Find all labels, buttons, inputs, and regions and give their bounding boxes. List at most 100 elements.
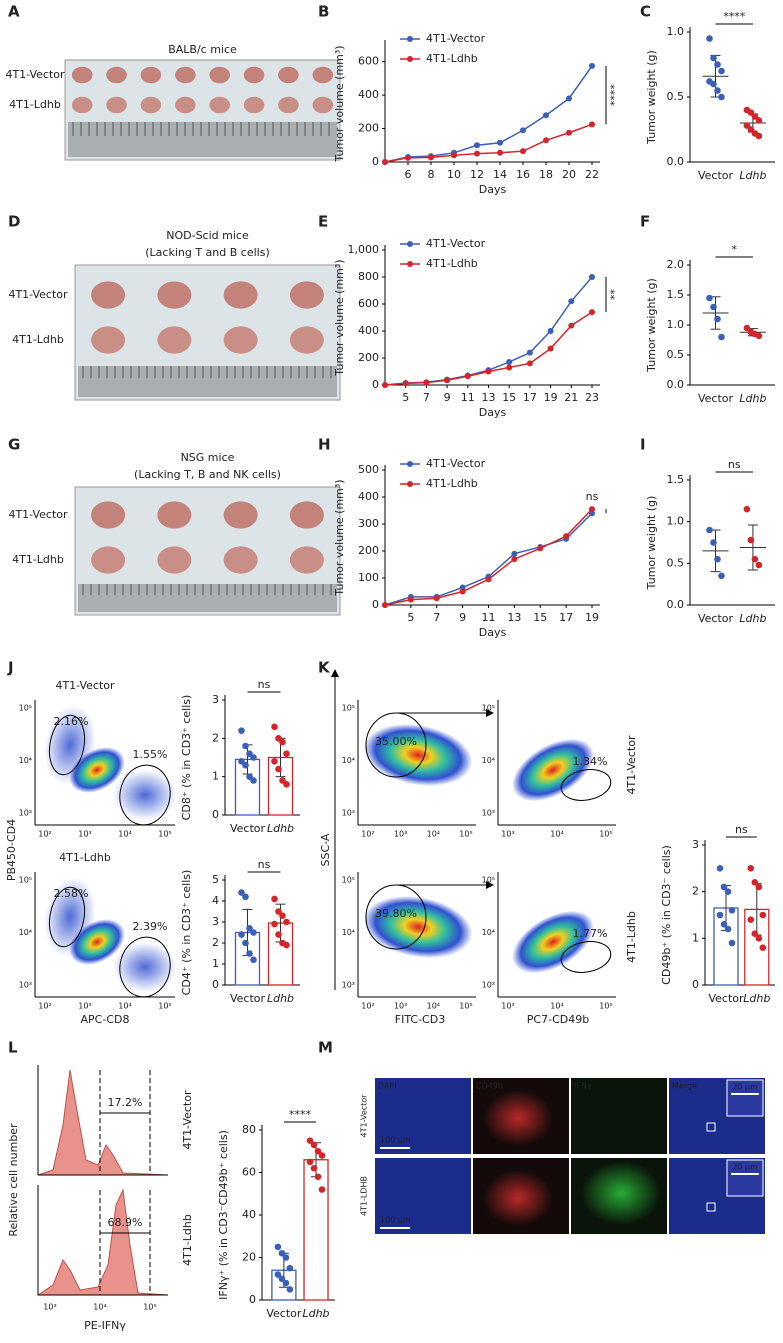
- point: [728, 907, 736, 914]
- micrograph: [571, 1078, 667, 1154]
- flow-tick-label: 10³: [43, 1303, 56, 1312]
- y-tick-label: 200: [358, 122, 379, 135]
- x-tick-label: 13: [482, 391, 496, 404]
- flow-tick-label: 10³: [78, 830, 91, 839]
- panel-letter: I: [640, 436, 646, 454]
- panel-letter: D: [8, 213, 20, 231]
- y-tick-label: 0.0: [667, 378, 685, 391]
- point: [710, 539, 717, 546]
- tumor: [223, 501, 258, 529]
- x-tick-label: Vector: [230, 822, 266, 835]
- point: [706, 294, 713, 302]
- y-axis-label: Tumor weight (g): [645, 278, 658, 373]
- flow-tick-label: 10⁵: [459, 1002, 472, 1011]
- x-tick-label: Ldhb: [267, 822, 294, 835]
- tumor: [140, 66, 162, 84]
- x-tick-label: 21: [564, 391, 578, 404]
- x-tick-label: 16: [516, 168, 530, 181]
- tumor: [106, 96, 127, 114]
- cell-density: [113, 770, 177, 820]
- y-tick-label: 0: [372, 155, 379, 168]
- cell-density: [69, 747, 125, 793]
- legend-label: 4T1-Vector: [426, 457, 486, 470]
- row-label: 4T1-Ldhb: [12, 553, 64, 566]
- legend-marker: [407, 36, 413, 42]
- point: [728, 939, 736, 947]
- point: [589, 62, 595, 69]
- flow-tick-label: 10³: [342, 981, 355, 990]
- x-tick-label: 14: [493, 168, 507, 181]
- flow-tick-label: 10²: [38, 1002, 51, 1011]
- flow-tick-label: 10³: [394, 830, 407, 839]
- y-tick-label: 2: [212, 731, 219, 744]
- x-tick-label: 5: [402, 391, 409, 404]
- point: [755, 883, 763, 891]
- point: [474, 150, 480, 157]
- x-tick-label: 5: [407, 611, 414, 624]
- flow-tick-label: 10⁴: [342, 756, 355, 765]
- flow-tick-label: 10⁵: [599, 830, 612, 839]
- tumor: [209, 96, 230, 114]
- point: [724, 925, 732, 933]
- x-tick-label: Vector: [698, 392, 734, 405]
- y-tick-label: 1: [212, 957, 219, 970]
- point: [250, 777, 257, 784]
- tumor: [243, 96, 265, 114]
- significance: ns: [586, 490, 599, 503]
- point: [444, 377, 451, 384]
- group-label: 4T1-Vector: [55, 679, 115, 692]
- point: [720, 883, 728, 891]
- point: [747, 865, 755, 872]
- flow-tick-label: 10⁵: [143, 1303, 156, 1312]
- gate-percent: 2.16%: [54, 715, 89, 728]
- significance: ****: [608, 84, 621, 107]
- point: [720, 921, 728, 928]
- y-tick-label: 800: [358, 270, 379, 283]
- row-label: 4T1-Ldhb: [9, 98, 61, 111]
- flow-tick-label: 10³: [501, 830, 514, 839]
- point: [474, 142, 480, 149]
- point: [589, 121, 595, 128]
- significance: ****: [723, 10, 746, 23]
- panel-letter: K: [318, 659, 331, 677]
- y-tick-label: 0: [692, 978, 699, 991]
- gate-percent: 68.9%: [108, 1216, 143, 1229]
- tumor: [71, 66, 93, 84]
- panel-letter: A: [8, 3, 20, 21]
- point: [238, 889, 245, 896]
- point: [547, 345, 554, 352]
- tumor: [312, 96, 334, 114]
- cell-density: [363, 723, 473, 787]
- flow-tick-label: 10⁴: [427, 1002, 440, 1011]
- y-tick-label: 80: [242, 1123, 256, 1136]
- point: [714, 87, 721, 94]
- flow-x-label: APC-CD8: [81, 1013, 130, 1026]
- point: [568, 322, 575, 329]
- flow-tick-label: 10⁴: [427, 830, 440, 839]
- point: [759, 944, 767, 951]
- y-tick-label: 0.0: [667, 598, 685, 611]
- point: [759, 911, 767, 919]
- panel-letter: G: [8, 436, 20, 454]
- gate: [48, 886, 86, 948]
- inset: [726, 1079, 764, 1117]
- x-axis-label: Days: [479, 626, 507, 639]
- point: [271, 758, 278, 765]
- panel-letter: J: [7, 659, 14, 677]
- point: [537, 545, 544, 552]
- flow-tick-label: 10³: [19, 809, 32, 818]
- point: [250, 956, 257, 964]
- gate: [560, 941, 612, 973]
- gate-percent: 17.2%: [108, 1096, 143, 1109]
- x-tick-label: Vector: [698, 612, 734, 625]
- point: [755, 561, 763, 569]
- point: [464, 373, 471, 380]
- y-axis-label: CD8⁺ (% in CD3⁺ cells): [180, 695, 193, 821]
- point: [706, 526, 713, 534]
- point: [485, 368, 492, 375]
- point: [274, 1243, 282, 1251]
- y-tick-label: 2: [692, 885, 699, 898]
- tumor: [289, 501, 324, 529]
- legend-label: 4T1-Vector: [426, 237, 486, 250]
